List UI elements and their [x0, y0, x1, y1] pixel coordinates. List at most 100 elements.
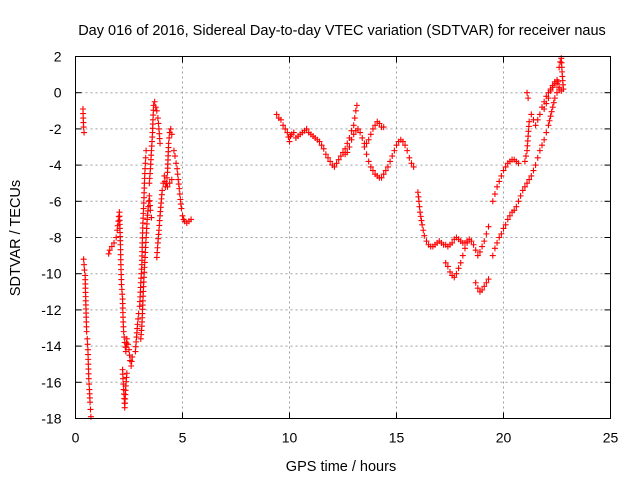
data-point — [154, 115, 161, 122]
data-point-interp — [174, 171, 181, 178]
data-point — [532, 122, 539, 129]
data-point — [494, 239, 501, 246]
data-point — [521, 183, 528, 190]
data-point — [151, 98, 158, 105]
data-point — [333, 160, 340, 167]
x-axis-label: GPS time / hours — [286, 459, 396, 475]
data-point — [174, 165, 181, 172]
data-point — [173, 160, 180, 167]
data-point — [354, 125, 361, 132]
data-point — [524, 89, 531, 96]
data-point — [84, 335, 91, 342]
x-tick-label: 5 — [179, 430, 187, 446]
data-point — [515, 198, 522, 205]
data-point — [320, 145, 327, 152]
data-point — [545, 95, 552, 102]
data-point — [560, 86, 567, 93]
data-point — [120, 328, 127, 335]
data-point — [457, 259, 464, 266]
data-point-interp — [417, 213, 424, 220]
data-point — [81, 129, 88, 136]
data-point — [124, 341, 131, 348]
data-point — [81, 261, 88, 268]
data-point — [556, 84, 563, 91]
data-point — [363, 140, 370, 147]
data-point-interp — [176, 191, 183, 198]
data-point — [120, 375, 127, 382]
data-point — [481, 283, 488, 290]
data-point — [500, 167, 507, 174]
data-point — [554, 89, 560, 96]
data-point — [81, 267, 88, 274]
data-point — [410, 163, 417, 170]
data-point — [367, 163, 374, 170]
y-tick-label: 2 — [54, 49, 62, 65]
data-point — [331, 163, 338, 170]
data-point — [389, 153, 396, 160]
x-tick-labels: 0 5 10 15 20 25 — [72, 430, 619, 446]
data-point — [111, 239, 118, 246]
y-tick-label: -14 — [41, 338, 61, 354]
data-point — [521, 158, 528, 165]
data-point — [541, 105, 548, 112]
data-point — [126, 346, 132, 353]
data-point — [543, 129, 550, 136]
data-point — [143, 147, 150, 154]
data-point-interp — [155, 120, 162, 127]
data-point — [504, 216, 511, 223]
data-point — [417, 209, 424, 216]
data-point — [277, 116, 284, 123]
data-point — [147, 207, 154, 214]
y-tick-label: -12 — [41, 302, 61, 318]
data-point-interp — [140, 200, 147, 207]
data-point — [476, 248, 483, 255]
data-point — [513, 203, 520, 210]
data-point — [170, 147, 177, 154]
data-point — [380, 124, 387, 131]
x-tick-label: 20 — [496, 430, 512, 446]
data-point — [461, 245, 468, 252]
data-point — [134, 321, 141, 328]
data-point — [179, 212, 186, 219]
data-point — [106, 247, 113, 254]
data-point — [536, 147, 543, 154]
chart-title: Day 016 of 2016, Sidereal Day-to-day VTE… — [78, 23, 606, 39]
data-point-interp — [86, 381, 93, 388]
data-point — [472, 279, 479, 286]
data-point — [172, 153, 179, 160]
data-point — [129, 353, 136, 360]
data-point — [532, 162, 539, 169]
data-point — [528, 172, 535, 179]
data-point — [367, 131, 374, 138]
data-point — [526, 118, 533, 125]
data-point — [350, 131, 357, 138]
data-point — [87, 399, 94, 406]
data-point — [519, 187, 526, 194]
data-point — [524, 180, 531, 187]
x-tick-label: 0 — [72, 430, 80, 446]
data-point — [142, 165, 149, 172]
data-point — [470, 241, 477, 248]
y-tick-label: 0 — [54, 85, 62, 101]
data-point — [80, 256, 87, 263]
data-point — [496, 234, 503, 241]
data-point — [481, 238, 488, 245]
data-point — [369, 125, 376, 132]
data-point — [327, 158, 334, 165]
data-point — [525, 95, 532, 102]
y-tick-label: -6 — [49, 193, 62, 209]
data-point — [357, 129, 364, 136]
data-point — [483, 279, 490, 286]
data-point-interp — [546, 117, 553, 124]
data-point-interp — [135, 315, 142, 322]
data-point — [455, 265, 462, 272]
data-point-interp — [522, 153, 529, 160]
data-point — [551, 95, 558, 102]
data-point — [536, 111, 543, 118]
data-point — [483, 230, 490, 237]
data-point — [346, 144, 353, 150]
data-point — [453, 270, 460, 277]
data-point — [479, 286, 486, 293]
data-point — [555, 78, 562, 85]
data-point — [498, 172, 505, 179]
